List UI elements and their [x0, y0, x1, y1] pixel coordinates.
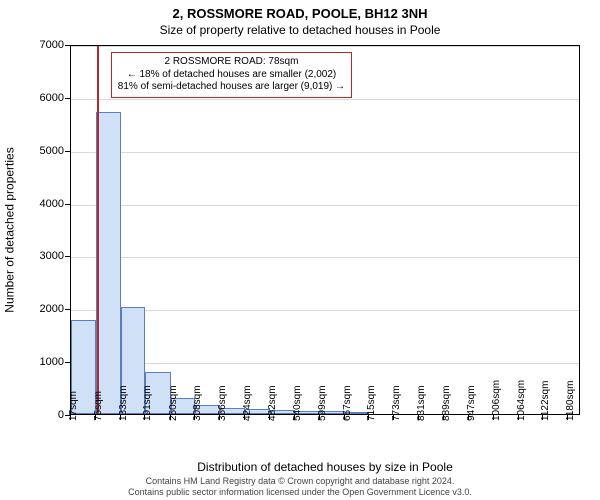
x-tick-label: 191sqm — [142, 385, 153, 421]
gridline — [71, 257, 579, 258]
gridline — [71, 363, 579, 364]
y-tick-label: 2000 — [40, 303, 70, 315]
plot-area: 0100020003000400050006000700017sqm75sqm1… — [70, 45, 580, 415]
x-tick-label: 75sqm — [93, 391, 104, 421]
y-axis-label: Number of detached properties — [3, 147, 17, 312]
chart-title-line2: Size of property relative to detached ho… — [0, 23, 600, 37]
x-tick-label: 1180sqm — [565, 381, 576, 421]
x-tick-label: 657sqm — [342, 385, 353, 421]
x-tick-label: 831sqm — [416, 385, 427, 421]
x-tick-label: 424sqm — [242, 385, 253, 421]
x-tick-label: 1122sqm — [540, 381, 551, 421]
x-tick-label: 482sqm — [267, 385, 278, 421]
y-axis-label-wrap: Number of detached properties — [0, 45, 20, 415]
gridline — [71, 152, 579, 153]
y-tick-label: 3000 — [40, 250, 70, 262]
x-tick-label: 540sqm — [292, 385, 303, 421]
x-tick-label: 366sqm — [217, 385, 228, 421]
x-tick-label: 308sqm — [192, 385, 203, 421]
chart-container: 2, ROSSMORE ROAD, POOLE, BH12 3NH Size o… — [0, 0, 600, 500]
x-tick-label: 133sqm — [118, 385, 129, 421]
plot-border — [70, 45, 580, 415]
gridline — [71, 205, 579, 206]
gridline — [71, 310, 579, 311]
annotation-box: 2 ROSSMORE ROAD: 78sqm← 18% of detached … — [111, 52, 352, 98]
annotation-line2: ← 18% of detached houses are smaller (2,… — [118, 69, 345, 82]
chart-title-line1: 2, ROSSMORE ROAD, POOLE, BH12 3NH — [0, 6, 600, 21]
x-tick-label: 1006sqm — [491, 380, 502, 421]
x-tick-label: 715sqm — [366, 385, 377, 421]
property-marker-line — [97, 46, 99, 414]
y-tick-label: 7000 — [40, 39, 70, 51]
annotation-line3: 81% of semi-detached houses are larger (… — [118, 81, 345, 94]
gridline — [71, 46, 579, 47]
x-tick-label: 947sqm — [466, 385, 477, 421]
x-axis-label: Distribution of detached houses by size … — [70, 460, 580, 474]
x-tick-label: 250sqm — [168, 385, 179, 421]
footer-attribution: Contains HM Land Registry data © Crown c… — [0, 476, 600, 497]
y-tick-label: 6000 — [40, 92, 70, 104]
y-tick-label: 4000 — [40, 198, 70, 210]
histogram-bar — [96, 112, 121, 414]
x-tick-label: 773sqm — [391, 385, 402, 421]
footer-line2: Contains public sector information licen… — [0, 487, 600, 497]
x-tick-label: 17sqm — [68, 391, 79, 421]
y-tick-label: 5000 — [40, 145, 70, 157]
y-tick-label: 1000 — [40, 356, 70, 368]
footer-line1: Contains HM Land Registry data © Crown c… — [0, 476, 600, 486]
x-tick-label: 889sqm — [441, 385, 452, 421]
x-tick-label: 599sqm — [317, 385, 328, 421]
x-tick-label: 1064sqm — [516, 380, 527, 421]
annotation-line1: 2 ROSSMORE ROAD: 78sqm — [118, 56, 345, 69]
gridline — [71, 99, 579, 100]
